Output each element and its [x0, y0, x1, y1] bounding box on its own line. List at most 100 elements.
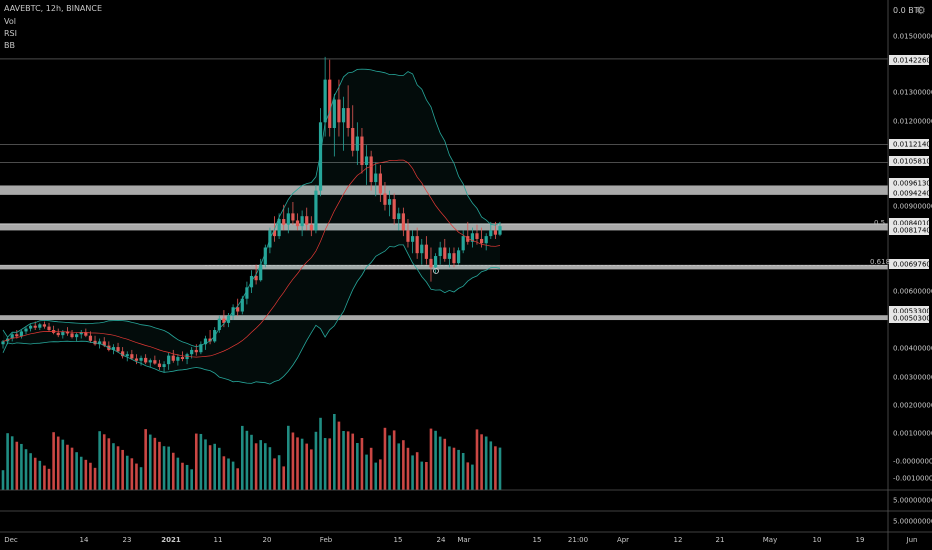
- candle-body: [406, 230, 410, 242]
- volume-bar: [190, 469, 193, 490]
- candle-body: [1, 341, 5, 345]
- volume-bar: [47, 468, 51, 490]
- bb-fill: [3, 69, 500, 385]
- volume-bar: [20, 443, 23, 490]
- price-badge: [889, 178, 929, 188]
- volume-bar: [328, 438, 332, 490]
- volume-bar: [397, 443, 401, 490]
- candle-body: [415, 236, 419, 254]
- bb-indicator-label[interactable]: BB: [4, 41, 15, 50]
- volume-bar: [75, 452, 78, 490]
- volume-bar: [254, 443, 258, 490]
- candle-body: [240, 298, 244, 312]
- volume-bar: [471, 464, 474, 490]
- volume-bar: [365, 454, 368, 490]
- volume-bar: [402, 440, 405, 490]
- volume-bar: [425, 462, 428, 490]
- volume-bar: [162, 446, 166, 490]
- price-badge-label: 0.00503000: [893, 315, 932, 323]
- volume-bar: [494, 446, 497, 490]
- price-badge-label: 0.01058100: [893, 158, 932, 166]
- time-tick-label: 10: [813, 536, 822, 544]
- candle-body: [65, 331, 70, 334]
- price-badge: [889, 156, 929, 166]
- price-tick-label: -0.00000000: [893, 458, 932, 466]
- candle-body: [167, 355, 171, 365]
- time-tick-label: Apr: [617, 536, 629, 544]
- candle-body: [61, 331, 65, 336]
- candle-body: [470, 233, 474, 242]
- candle-body: [291, 213, 295, 221]
- candle-body: [498, 226, 502, 235]
- candle-body: [447, 253, 451, 259]
- candle-body: [323, 79, 327, 123]
- candle-body: [79, 332, 83, 335]
- candle-body: [162, 364, 166, 367]
- candle-body: [479, 238, 484, 244]
- volume-bar: [277, 455, 281, 490]
- candle-body: [102, 341, 106, 346]
- candle-body: [328, 79, 332, 128]
- volume-bar: [342, 431, 345, 490]
- volume-bar: [125, 455, 129, 490]
- volume-bar: [135, 463, 138, 490]
- candle-body: [24, 328, 28, 332]
- price-badge-label: 0.01121400: [893, 141, 932, 149]
- volume-bar: [466, 462, 470, 490]
- time-tick-label: May: [763, 536, 777, 544]
- volume-bar: [383, 427, 387, 490]
- candle-body: [493, 230, 497, 235]
- candle-body: [29, 325, 33, 329]
- volume-bar: [121, 449, 124, 490]
- candle-body: [383, 193, 387, 205]
- price-tick-label: 0.00900000: [893, 203, 932, 211]
- price-badge: [889, 55, 929, 65]
- vol-indicator-label[interactable]: Vol: [4, 17, 16, 26]
- candle-body: [153, 360, 157, 364]
- candle-body: [272, 230, 277, 237]
- alert-marker[interactable]: [433, 268, 439, 274]
- volume-bar: [461, 453, 465, 490]
- time-tick-label: 19: [856, 536, 865, 544]
- volume-bar: [305, 443, 309, 490]
- candle-body: [466, 236, 470, 242]
- volume-bar: [217, 447, 221, 490]
- symbol-title: AAVEBTC, 12h, BINANCE: [4, 4, 103, 13]
- price-badge: [889, 313, 929, 323]
- volume-bar: [273, 458, 276, 490]
- volume-bar: [38, 460, 42, 490]
- candle-body: [222, 318, 226, 323]
- volume-bar: [392, 430, 396, 490]
- rsi-indicator-label[interactable]: RSI: [4, 29, 17, 38]
- volume-bar: [314, 431, 318, 490]
- candle-body: [38, 324, 42, 328]
- volume-bar: [139, 467, 143, 490]
- bb-lower-line: [2, 244, 501, 385]
- volume-bar: [1, 470, 5, 490]
- time-tick-label: 15: [394, 536, 403, 544]
- price-badge-label: 0.00697600: [893, 261, 932, 269]
- volume-bar: [319, 417, 322, 490]
- price-tick-label: 5.00000000: [893, 518, 932, 526]
- candle-body: [75, 334, 79, 338]
- candle-body: [314, 190, 318, 231]
- volume-bar: [310, 449, 313, 490]
- settings-icon[interactable]: ⚙: [916, 4, 926, 17]
- candle-body: [148, 360, 152, 363]
- volume-bar: [346, 431, 350, 490]
- volume-bar: [351, 433, 355, 490]
- candle-body: [236, 307, 240, 312]
- time-tick-label: 2021: [161, 536, 181, 544]
- candle-body: [456, 250, 461, 264]
- time-tick-label: 24: [437, 536, 446, 544]
- volume-bar: [208, 445, 212, 490]
- sr-zone: [0, 264, 888, 270]
- candle-body: [433, 256, 438, 268]
- volume-bar: [43, 465, 46, 490]
- volume-bar: [6, 433, 9, 490]
- volume-bar: [181, 462, 184, 490]
- price-badge: [889, 259, 929, 269]
- time-tick-label: 11: [214, 536, 223, 544]
- price-tick-label: 0.01300000: [893, 89, 932, 97]
